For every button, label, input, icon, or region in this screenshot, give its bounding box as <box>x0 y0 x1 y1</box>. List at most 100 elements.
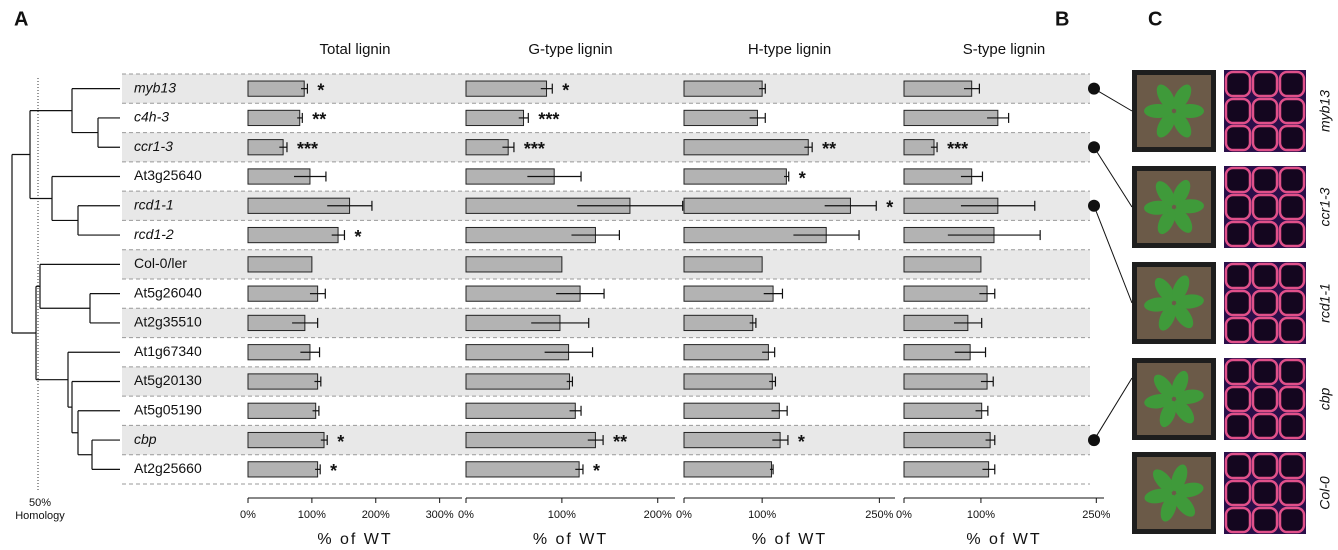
bar <box>683 344 769 361</box>
cell-wall <box>1251 166 1279 194</box>
cell-wall <box>1224 70 1252 98</box>
leaf <box>1175 294 1204 309</box>
significance: * <box>317 80 324 100</box>
cell-wall <box>1278 412 1306 440</box>
row-label: At5g20130 <box>134 372 202 388</box>
cell-wall <box>1224 97 1252 125</box>
leaf <box>1171 464 1188 492</box>
row-label: c4h-3 <box>134 109 169 125</box>
cell-wall <box>1251 124 1279 152</box>
cell-wall <box>1224 262 1252 290</box>
significance: * <box>330 461 337 481</box>
bar <box>247 285 319 302</box>
connector <box>1093 88 1133 112</box>
cell-wall <box>1278 70 1306 98</box>
photo-label: myb13 <box>1317 90 1333 132</box>
significance: * <box>354 227 361 247</box>
leaf <box>1144 488 1173 504</box>
bar <box>903 80 973 97</box>
leaf <box>1160 494 1177 522</box>
cell-wall <box>1251 385 1279 413</box>
row-label: At2g25660 <box>134 460 202 476</box>
leaf <box>1158 304 1176 331</box>
significance: * <box>798 432 805 452</box>
bar <box>247 139 284 156</box>
bar <box>247 431 325 449</box>
bar <box>903 402 983 419</box>
x-tick-label: 200% <box>644 509 672 521</box>
significance: * <box>337 432 344 452</box>
significance: ** <box>613 432 627 452</box>
bar <box>683 109 758 127</box>
bar <box>247 373 319 390</box>
leaf <box>1144 200 1173 215</box>
x-tick-label: 100% <box>298 509 326 521</box>
x-axis-label: % of WT <box>533 531 608 548</box>
row-label: At5g05190 <box>134 401 202 417</box>
cell-wall <box>1278 358 1306 386</box>
leaf <box>1172 179 1191 206</box>
bar <box>683 461 773 478</box>
leaf <box>1154 277 1175 303</box>
x-axis-label: % of WT <box>966 531 1041 548</box>
row-label: cbp <box>134 431 157 447</box>
cell-wall <box>1251 412 1279 440</box>
connector <box>1093 377 1133 441</box>
x-tick-label: 0% <box>240 509 256 521</box>
bar <box>903 109 999 127</box>
leaf <box>1176 104 1204 118</box>
cell-wall <box>1278 193 1306 221</box>
significance: * <box>799 168 806 188</box>
bar <box>465 80 548 97</box>
row-label: rcd1-2 <box>134 226 174 242</box>
x-tick-label: 200% <box>362 509 390 521</box>
panel-label: A <box>14 8 28 30</box>
significance: *** <box>538 110 559 130</box>
photo-label: ccr1-3 <box>1317 187 1333 226</box>
cell-wall <box>1251 70 1279 98</box>
x-tick-label: 100% <box>748 509 776 521</box>
leaf <box>1171 370 1189 398</box>
cell-wall <box>1278 220 1306 248</box>
bar <box>903 139 935 156</box>
leaf <box>1172 275 1190 302</box>
bar <box>903 431 991 449</box>
bar <box>683 139 809 156</box>
cell-wall <box>1278 97 1306 125</box>
significance: * <box>593 461 600 481</box>
bar <box>683 168 787 185</box>
x-tick-label: 0% <box>896 509 912 521</box>
cell-wall <box>1251 193 1279 221</box>
bar <box>903 256 982 273</box>
bar <box>465 256 563 273</box>
cell-wall <box>1224 220 1252 248</box>
x-tick-label: 250% <box>1082 509 1110 521</box>
bar <box>465 373 571 390</box>
significance: * <box>886 198 893 218</box>
cell-wall <box>1224 289 1252 317</box>
cell-wall <box>1251 262 1279 290</box>
bar <box>465 139 509 156</box>
leaf <box>1155 181 1175 206</box>
leaf <box>1173 493 1196 517</box>
leaf <box>1144 103 1172 119</box>
bar <box>683 256 763 273</box>
photo-label: cbp <box>1317 388 1333 411</box>
bar <box>683 285 774 302</box>
cell-wall <box>1278 124 1306 152</box>
cell-wall <box>1224 166 1252 194</box>
bar <box>465 109 525 127</box>
leaf <box>1173 399 1195 424</box>
leaf <box>1153 374 1175 399</box>
cell-wall <box>1251 479 1279 507</box>
cell-wall <box>1278 506 1306 534</box>
row-label: ccr1-3 <box>134 138 173 154</box>
x-tick-label: 250% <box>865 509 893 521</box>
bar <box>247 226 339 244</box>
leaf <box>1156 84 1176 110</box>
leaf <box>1175 199 1204 214</box>
bar <box>683 80 763 97</box>
bar <box>247 461 319 478</box>
row-label: At5g26040 <box>134 284 202 300</box>
bar <box>903 461 990 478</box>
